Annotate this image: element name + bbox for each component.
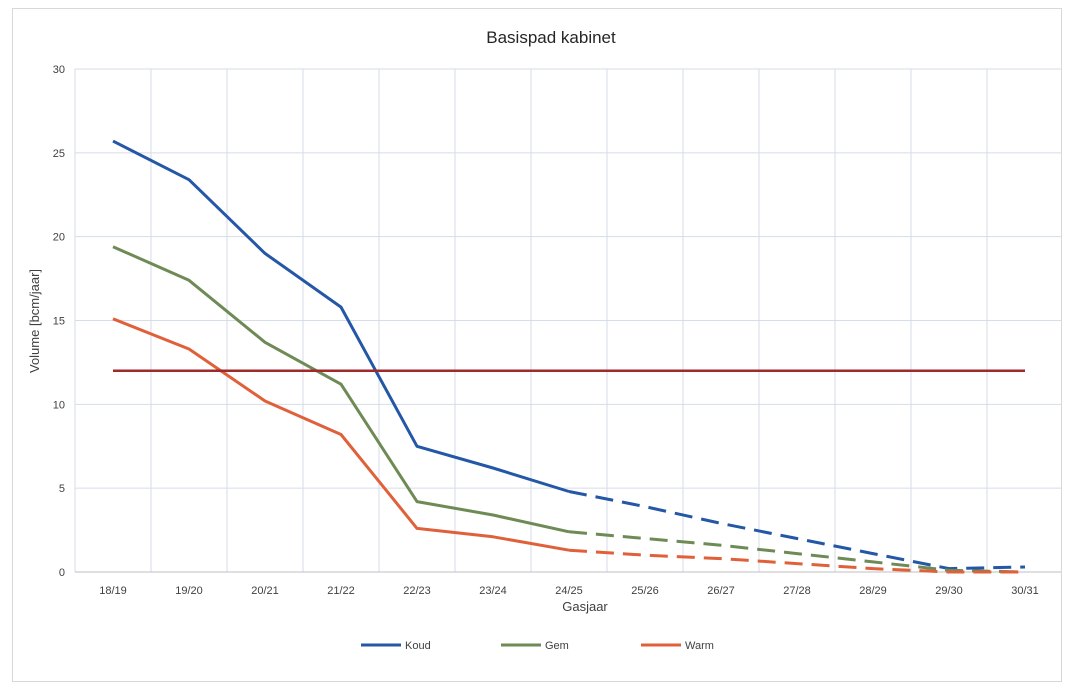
y-tick-label: 0: [59, 567, 65, 579]
x-tick-label: 26/27: [707, 585, 735, 597]
x-tick-label: 18/19: [99, 585, 127, 597]
x-tick-label: 28/29: [859, 585, 887, 597]
legend-label-koud: Koud: [405, 640, 431, 652]
x-tick-label: 25/26: [631, 585, 659, 597]
x-tick-label: 19/20: [175, 585, 203, 597]
x-tick-label: 24/25: [555, 585, 583, 597]
x-tick-label: 29/30: [935, 585, 963, 597]
legend-label-gem: Gem: [545, 640, 569, 652]
legend: Koud Gem Warm: [361, 640, 714, 652]
series-line-warm-projection: [568, 548, 1025, 574]
line-chart: Basispad kabinet 0 5 10 15 20 25 30 18/19 19/20…: [27, 28, 1064, 652]
y-tick-label: 30: [53, 64, 65, 76]
x-tick-label: 22/23: [403, 585, 431, 597]
y-tick-label: 15: [53, 316, 65, 328]
x-tick-label: 27/28: [783, 585, 811, 597]
y-axis: 0 5 10 15 20 25 30: [53, 64, 65, 579]
legend-label-warm: Warm: [685, 640, 714, 652]
x-tick-label: 20/21: [251, 585, 279, 597]
x-axis-label: Gasjaar: [562, 599, 608, 614]
x-tick-label: 21/22: [327, 585, 355, 597]
grid: [74, 68, 1064, 573]
series-line-gem-projection: [568, 530, 1026, 574]
series-line-koud-projection: [568, 490, 1026, 571]
series-line-gem: [112, 245, 570, 534]
y-tick-label: 20: [53, 232, 65, 244]
series-line-warm: [112, 317, 570, 552]
x-tick-label: 23/24: [479, 585, 507, 597]
series-layer: [112, 139, 1026, 574]
y-tick-label: 5: [59, 483, 65, 495]
chart-frame: Basispad kabinet 0 5 10 15 20 25 30 18/19 19/20…: [12, 8, 1064, 682]
y-tick-label: 10: [53, 399, 65, 411]
chart-title: Basispad kabinet: [486, 28, 616, 47]
x-axis: 18/19 19/20 20/21 21/22 22/23 23/24 24/25 25/26…: [99, 585, 1039, 597]
x-tick-label: 30/31: [1011, 585, 1039, 597]
y-axis-label: Volume [bcm/jaar]: [27, 269, 42, 373]
y-tick-label: 25: [53, 148, 65, 160]
series-line-koud: [112, 139, 570, 493]
